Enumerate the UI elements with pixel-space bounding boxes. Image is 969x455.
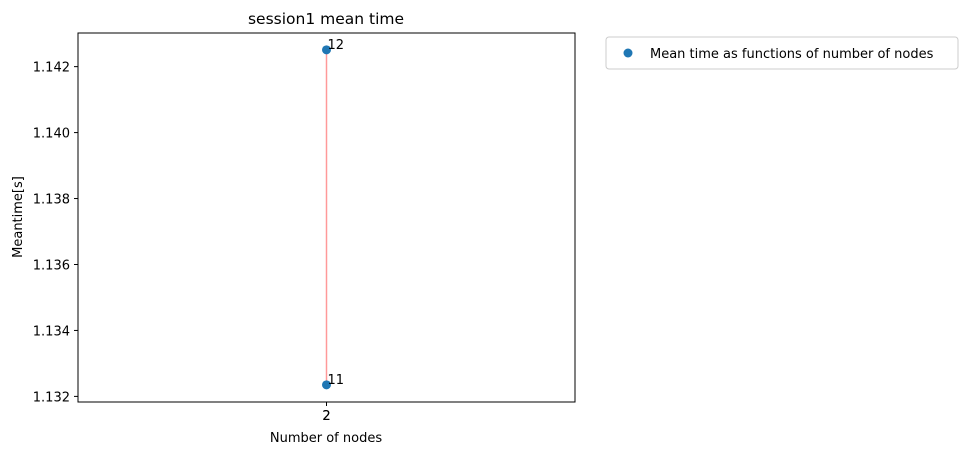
data-point <box>322 380 331 390</box>
y-tick-label: 1.132 <box>33 390 70 405</box>
y-axis-label: Meantime[s] <box>11 176 26 258</box>
y-tick-label: 1.138 <box>33 193 70 208</box>
y-tick-label: 1.142 <box>33 61 70 76</box>
data-point-label: 11 <box>328 373 345 388</box>
y-axis-ticks: 1.132 1.134 1.136 1.138 1.140 1.142 <box>33 61 78 405</box>
plot-area-frame <box>77 32 576 403</box>
x-tick-label: 2 <box>322 409 330 424</box>
data-point-label: 12 <box>328 38 345 53</box>
legend[interactable]: Mean time as functions of number of node… <box>605 36 959 70</box>
y-tick-label: 1.140 <box>33 127 70 142</box>
x-axis-ticks: 22 <box>322 402 331 424</box>
legend-entry-label: Mean time as functions of number of node… <box>650 47 934 62</box>
x-tick-label: 2 <box>322 409 330 424</box>
y-tick-label: 1.136 <box>33 258 70 273</box>
legend-marker <box>623 48 633 58</box>
x-axis-label: Number of nodes <box>270 431 382 446</box>
chart-title: session1 mean time <box>248 10 404 28</box>
legend-box <box>605 36 959 70</box>
data-point <box>322 45 331 55</box>
y-tick-label: 1.134 <box>33 324 70 339</box>
plot-layer: 12 11 <box>322 38 344 390</box>
